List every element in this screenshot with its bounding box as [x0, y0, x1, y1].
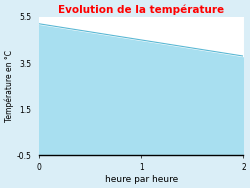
Title: Evolution de la température: Evolution de la température	[58, 4, 224, 15]
X-axis label: heure par heure: heure par heure	[104, 175, 178, 184]
Y-axis label: Température en °C: Température en °C	[4, 50, 14, 122]
